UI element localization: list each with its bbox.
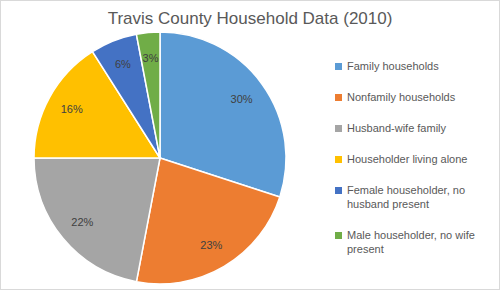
legend-swatch: [335, 232, 342, 239]
legend-label: Family households: [347, 60, 439, 72]
legend-label: Householder living alone: [347, 153, 467, 165]
data-label: 3%: [143, 51, 159, 63]
chart: Travis County Household Data (2010) 30% 23…: [0, 0, 500, 290]
pie-slice: [136, 158, 279, 284]
legend-label: Male householder, no wife present: [347, 229, 475, 255]
legend-item: Nonfamily households: [335, 91, 456, 103]
legend-item: Male householder, no wife present: [335, 229, 475, 255]
legend-swatch: [335, 156, 342, 163]
legend-label: Female householder, no husband present: [347, 184, 465, 210]
data-label: 6%: [115, 58, 131, 70]
legend-label-line: Husband-wife family: [347, 122, 447, 134]
legend-label-line: Nonfamily households: [347, 91, 456, 103]
title: Travis County Household Data (2010): [108, 9, 393, 28]
legend-swatch: [335, 125, 342, 132]
pie-slice: [34, 158, 160, 282]
pie: [34, 32, 286, 284]
data-label: 23%: [200, 239, 222, 251]
legend-label-line: Female householder, no: [347, 184, 465, 196]
legend-item: Husband-wife family: [335, 122, 447, 134]
legend-swatch: [335, 187, 342, 194]
data-label: 30%: [231, 93, 253, 105]
data-labels: 30% 23% 22% 16% 6% 3%: [61, 51, 253, 250]
legend-item: Householder living alone: [335, 153, 467, 165]
chart-frame: [1, 1, 500, 290]
legend-label-line: husband present: [347, 198, 429, 210]
data-label: 16%: [61, 103, 83, 115]
legend-item: Female householder, no husband present: [335, 184, 465, 210]
legend-label-line: Male householder, no wife: [347, 229, 475, 241]
legend-label-line: Householder living alone: [347, 153, 467, 165]
legend-item: Family households: [335, 60, 439, 72]
legend: Family households Nonfamily households Hus…: [335, 60, 475, 255]
data-label: 22%: [71, 216, 93, 228]
legend-label: Nonfamily households: [347, 91, 456, 103]
legend-swatch: [335, 94, 342, 101]
legend-label-line: present: [347, 243, 384, 255]
legend-label: Husband-wife family: [347, 122, 447, 134]
pie-slice: [136, 32, 160, 158]
legend-swatch: [335, 63, 342, 70]
legend-label-line: Family households: [347, 60, 439, 72]
